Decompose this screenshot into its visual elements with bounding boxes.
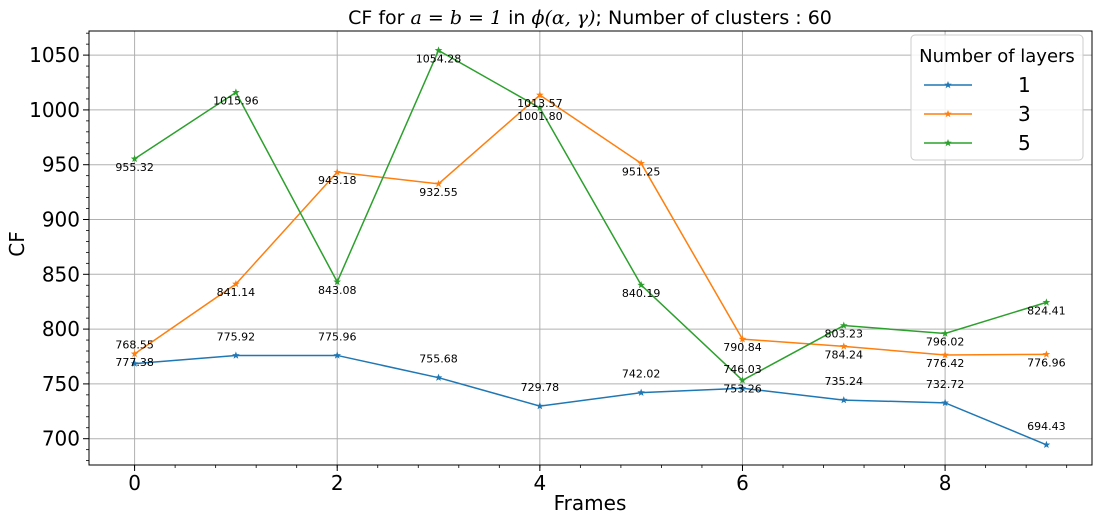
series-3-point [941,350,949,359]
x-tick-label: 2 [331,471,344,495]
series-3-point [536,91,544,99]
y-tick-label: 1050 [29,43,80,67]
series-lines [130,46,1051,449]
data-label: 803.23 [825,328,864,341]
data-label: 694.43 [1027,420,1066,433]
y-tick-label: 700 [42,427,80,451]
series-5-point [1042,298,1051,306]
data-label: 1054.28 [416,52,462,65]
series-1-point [839,396,848,404]
title-func: ϕ(α, γ) [532,7,596,29]
title-math: a = b = 1 [411,7,503,29]
series-1-point [637,388,645,396]
series-5-point [130,154,139,163]
data-label: 777.38 [115,356,154,369]
series-1-point [232,351,240,359]
data-label: 755.68 [419,353,458,366]
series-1-point [434,373,443,381]
data-label: 824.41 [1027,304,1066,317]
data-label: 943.18 [318,174,357,187]
title-mid: in [502,7,531,29]
series-5-point [738,376,747,384]
legend-label-5: 5 [1018,131,1031,155]
series-3-point [637,159,645,167]
legend-marker-3 [944,110,952,118]
title-suffix: ; Number of clusters : 60 [596,7,832,29]
series-5-point [637,281,645,289]
data-labels: 768.55 775.92 775.96 755.68 729.78 742.02 746.… [115,52,1065,432]
data-label: 735.24 [825,375,864,388]
legend-marker-5 [944,139,952,147]
data-label: 753.26 [723,382,762,395]
legend-label-1: 1 [1018,73,1031,97]
y-tick-label: 950 [42,153,80,177]
series-3-point [333,168,342,176]
series-3-point [1042,350,1051,358]
title-prefix: CF for [348,7,410,29]
y-tick-label: 900 [42,208,80,232]
data-label: 1015.96 [213,94,259,107]
legend-box [910,34,1084,161]
data-label: 796.02 [926,335,965,348]
x-tick-label: 6 [736,471,749,495]
chart-title: CF for a = b = 1 in ϕ(α, γ); Number of c… [348,7,832,29]
series-1-point [738,384,747,392]
data-label: 841.14 [217,286,256,299]
series-5-point [333,277,342,286]
x-tick-label: 4 [533,471,546,495]
series-3-point [130,349,139,358]
series-3-point [839,342,848,350]
data-label: 790.84 [723,341,762,354]
series-3-point [738,335,747,343]
series-3-point [232,280,240,288]
legend: Number of layers 1 3 5 [910,34,1084,161]
data-label: 768.55 [115,339,154,352]
plot-frame [88,30,1093,466]
series-3-point [434,179,443,188]
data-label: 955.32 [115,161,154,174]
series-1-point [130,359,139,367]
data-label: 729.78 [521,381,560,394]
data-label: 775.92 [217,330,256,343]
y-tick-label: 850 [42,262,80,286]
series-1-point [333,351,342,359]
data-label: 776.96 [1027,356,1066,369]
y-tick-label: 750 [42,372,80,396]
y-axis-label: CF [5,231,29,256]
series-line-3 [134,94,1047,356]
data-label: 843.08 [318,284,357,297]
series-5-point [839,321,848,329]
data-label: 1001.80 [517,110,563,123]
y-tick-label: 1000 [29,98,80,122]
data-label: 742.02 [622,368,661,381]
data-label: 1013.57 [517,97,563,110]
legend-title: Number of layers [919,46,1075,67]
data-label: 840.19 [622,287,661,300]
data-label: 784.24 [825,348,864,361]
data-label: 746.03 [723,363,762,376]
series-5-point [232,88,240,96]
series-1-point [1042,440,1051,449]
x-tick-label: 8 [939,471,952,495]
x-tick-label: 0 [128,471,141,495]
axes: 0 2 4 6 8 700 750 800 850 900 950 1000 1050 [29,30,1093,495]
data-label: 776.42 [926,357,965,370]
series-line-5 [134,49,1047,382]
x-axis-label: Frames [554,491,627,515]
data-label: 732.72 [926,378,965,391]
series-line-1 [134,354,1047,446]
y-tick-label: 800 [42,317,80,341]
legend-marker-1 [944,81,952,89]
data-label: 932.55 [419,186,458,199]
data-label: 775.96 [318,330,357,343]
series-5-point [536,103,544,112]
series-1-point [536,402,544,410]
series-1-point [941,398,949,407]
series-5-point [941,329,949,337]
legend-label-3: 3 [1018,102,1031,126]
series-5-point [434,46,443,54]
data-label: 951.25 [622,165,661,178]
